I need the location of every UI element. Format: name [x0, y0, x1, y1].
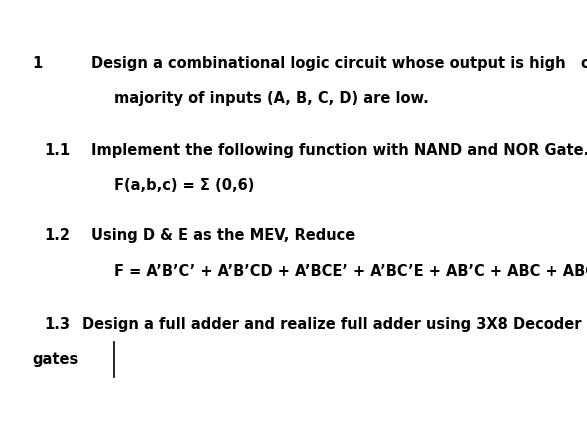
- Text: 1.3: 1.3: [44, 317, 70, 332]
- Text: Implement the following function with NAND and NOR Gate.: Implement the following function with NA…: [91, 143, 587, 158]
- Text: F(a,b,c) = Σ (0,6): F(a,b,c) = Σ (0,6): [114, 178, 255, 193]
- Text: 1: 1: [32, 56, 42, 71]
- Text: majority of inputs (A, B, C, D) are low.: majority of inputs (A, B, C, D) are low.: [114, 91, 429, 106]
- Text: 1.2: 1.2: [44, 228, 70, 243]
- Text: Design a full adder and realize full adder using 3X8 Decoder and 2 OR: Design a full adder and realize full add…: [82, 317, 587, 332]
- Text: Using D & E as the MEV, Reduce: Using D & E as the MEV, Reduce: [91, 228, 355, 243]
- Text: F = A’B’C’ + A’B’CD + A’BCE’ + A’BC’E + AB’C + ABC + ABC’D’.: F = A’B’C’ + A’B’CD + A’BCE’ + A’BC’E + …: [114, 264, 587, 279]
- Text: Design a combinational logic circuit whose output is high   only when: Design a combinational logic circuit who…: [91, 56, 587, 71]
- Text: gates: gates: [32, 352, 79, 367]
- Text: 1.1: 1.1: [44, 143, 70, 158]
